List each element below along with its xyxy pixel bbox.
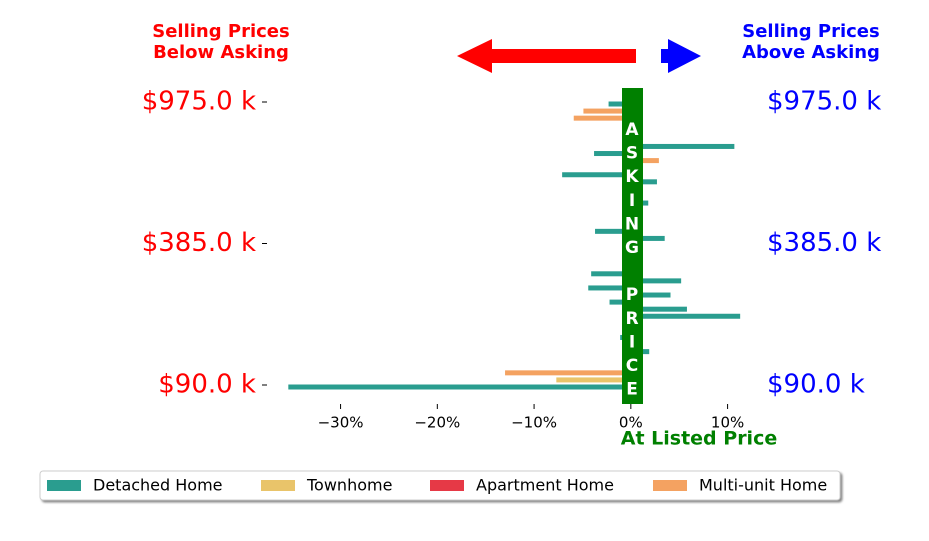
bar	[595, 228, 631, 234]
bar	[556, 377, 631, 383]
left-note: Selling Prices	[152, 21, 289, 42]
left-note: Below Asking	[153, 42, 289, 63]
bar	[630, 235, 665, 241]
bars	[288, 101, 741, 390]
legend-label: Apartment Home	[476, 476, 614, 495]
right-arrow	[661, 39, 701, 73]
bar	[591, 271, 631, 277]
legend-swatch	[653, 480, 687, 491]
bar	[562, 172, 631, 178]
legend-swatch	[261, 480, 295, 491]
bar	[630, 158, 659, 164]
y-tick-label-left: $90.0 k	[158, 370, 256, 400]
bar	[630, 179, 657, 185]
y-tick-label-right: $90.0 k	[767, 370, 865, 400]
bar	[608, 101, 631, 107]
asking-price-label: ASKING PRICE	[622, 120, 642, 403]
legend-label: Townhome	[306, 476, 392, 495]
right-note: Above Asking	[742, 42, 880, 63]
bar	[594, 151, 631, 157]
x-axis-label: At Listed Price	[621, 428, 777, 450]
left-arrow	[457, 39, 636, 73]
x-tick-label: 10%	[711, 414, 744, 432]
bar	[288, 384, 631, 390]
legend-label: Detached Home	[93, 476, 223, 495]
bar	[630, 292, 671, 298]
bar	[588, 285, 631, 291]
asking-price-band	[622, 88, 643, 404]
bar	[630, 143, 735, 149]
bar	[630, 306, 687, 312]
y-tick-label-right: $975.0 k	[767, 87, 881, 117]
bar	[583, 108, 631, 114]
x-tick-label: −30%	[318, 414, 364, 432]
x-tick-label: −10%	[511, 414, 557, 432]
x-tick-label: −20%	[414, 414, 460, 432]
bar	[630, 278, 682, 284]
legend-swatch	[430, 480, 464, 491]
bar	[573, 115, 631, 121]
bar	[505, 370, 631, 376]
y-tick-label-right: $385.0 k	[767, 228, 881, 258]
legend-swatch	[47, 480, 81, 491]
bar	[609, 299, 631, 305]
legend-label: Multi-unit Home	[699, 476, 827, 495]
y-tick-label-left: $975.0 k	[142, 87, 256, 117]
x-tick-label: 0%	[619, 414, 643, 432]
bar	[630, 313, 741, 319]
right-note: Selling Prices	[742, 21, 879, 42]
y-tick-label-left: $385.0 k	[142, 228, 256, 258]
